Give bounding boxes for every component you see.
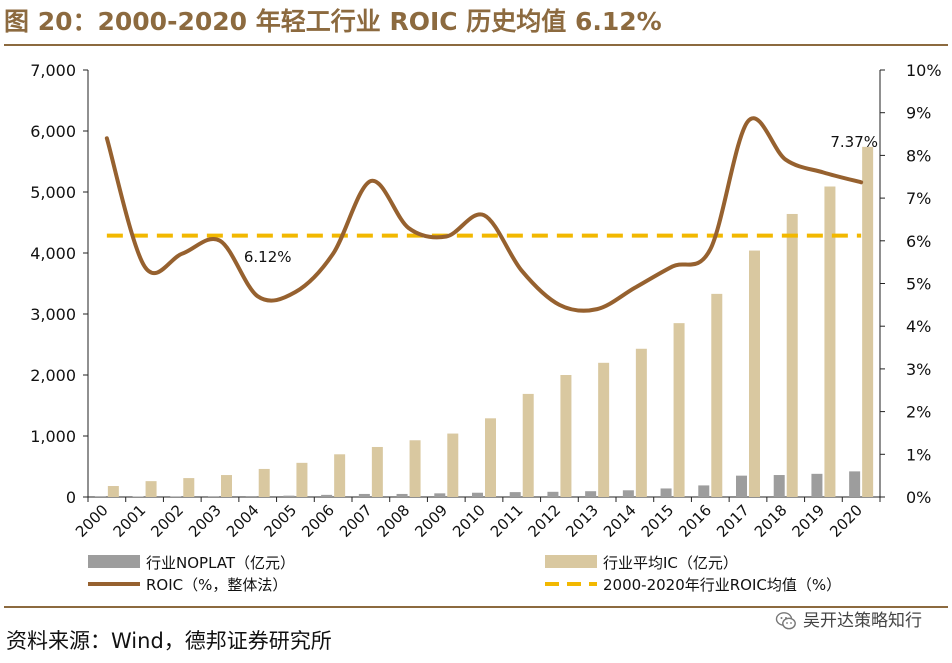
right-tick-label: 0% (906, 488, 931, 507)
noplat-bar (547, 491, 559, 497)
right-tick-label: 8% (906, 146, 931, 165)
x-tick-label: 2008 (374, 501, 414, 541)
right-tick-label: 6% (906, 232, 931, 251)
left-tick-label: 3,000 (30, 305, 76, 324)
ic-bar (107, 486, 119, 497)
source-rule (4, 606, 948, 608)
ic-bar (183, 478, 195, 497)
right-tick-label: 3% (906, 360, 931, 379)
x-tick-label: 2004 (223, 501, 263, 541)
x-tick-label: 2010 (449, 501, 489, 541)
ic-bar (749, 250, 760, 497)
x-tick-label: 2007 (336, 501, 376, 541)
noplat-bar (396, 493, 408, 497)
title-rule (4, 44, 948, 46)
ic-bar (296, 462, 308, 497)
x-tick-label: 2019 (789, 501, 829, 541)
ic-bar (786, 213, 798, 497)
x-tick-label: 2006 (298, 501, 338, 541)
ic-bar (258, 468, 270, 497)
ic-bar (522, 393, 534, 497)
ic-bar (673, 323, 685, 497)
left-tick-label: 7,000 (30, 61, 76, 80)
x-tick-label: 2013 (562, 501, 602, 541)
ic-bar (409, 440, 421, 497)
ic-bar (145, 481, 157, 497)
x-tick-label: 2003 (185, 501, 225, 541)
noplat-bar (849, 471, 861, 497)
legend-label: 行业平均IC（亿元） (603, 554, 738, 572)
left-tick-label: 4,000 (30, 244, 76, 263)
x-tick-label: 2012 (525, 501, 565, 541)
ic-bar (371, 446, 383, 497)
right-tick-label: 4% (906, 317, 931, 336)
legend-label: ROIC（%，整体法） (146, 576, 287, 594)
x-tick-label: 2017 (713, 501, 753, 541)
watermark-text: 吴开达策略知行 (803, 611, 922, 631)
x-tick-label: 2015 (638, 501, 678, 541)
left-tick-label: 5,000 (30, 183, 76, 202)
wechat-icon (775, 612, 796, 630)
x-tick-label: 2000 (72, 501, 112, 541)
x-tick-label: 2018 (751, 501, 791, 541)
noplat-bar (773, 475, 785, 497)
left-tick-label: 1,000 (30, 427, 76, 446)
noplat-bar (736, 475, 747, 497)
source-note: 资料来源：Wind，德邦证券研究所 (6, 629, 332, 653)
noplat-bar (358, 493, 370, 497)
ic-bar (447, 433, 459, 497)
ic-bar (334, 454, 346, 497)
x-tick-label: 2005 (261, 501, 301, 541)
ic-bar (824, 186, 836, 497)
ic-bar (711, 293, 723, 497)
ic-bar (635, 348, 647, 497)
ic-bar (560, 375, 572, 497)
ic-bar (598, 362, 610, 497)
data-label: 7.37% (830, 133, 878, 151)
ic-bar (221, 475, 232, 497)
right-tick-label: 2% (906, 403, 931, 422)
x-tick-label: 2001 (110, 501, 150, 541)
noplat-bar (321, 494, 333, 497)
legend-label: 行业NOPLAT（亿元） (146, 554, 295, 572)
figure-title: 图 20：2000-2020 年轻工行业 ROIC 历史均值 6.12% (4, 7, 662, 36)
legend-label: 2000-2020年行业ROIC均值（%） (603, 576, 841, 594)
roic-line (104, 116, 864, 313)
noplat-bar (811, 473, 823, 497)
right-tick-label: 10% (906, 61, 942, 80)
ic-bar (862, 146, 874, 498)
x-tick-label: 2014 (600, 501, 640, 541)
x-tick-label: 2020 (826, 501, 866, 541)
x-tick-label: 2016 (675, 501, 715, 541)
right-tick-label: 1% (906, 445, 931, 464)
noplat-bar (434, 493, 446, 497)
chart: 0 1,000 2,000 3,000 4,000 5,000 6,000 7,000 0% 1%… (30, 61, 942, 594)
legend-swatch (88, 555, 140, 568)
noplat-bar (585, 491, 597, 497)
noplat-bar (509, 492, 521, 497)
noplat-bar (283, 495, 295, 497)
right-tick-label: 9% (906, 104, 931, 123)
noplat-bar (170, 496, 182, 497)
right-tick-label: 7% (906, 189, 931, 208)
data-label: 6.12% (244, 248, 292, 266)
watermark: 吴开达策略知行 (775, 606, 922, 636)
x-tick-label: 2011 (487, 501, 527, 541)
noplat-bar (245, 496, 257, 497)
left-tick-label: 6,000 (30, 122, 76, 141)
noplat-bar (208, 496, 219, 497)
noplat-bar (660, 488, 672, 497)
ic-bar (485, 418, 496, 497)
noplat-bar (472, 492, 483, 497)
legend-swatch (545, 555, 597, 568)
left-tick-label: 2,000 (30, 366, 76, 385)
noplat-bar (698, 485, 710, 497)
x-tick-label: 2002 (147, 501, 187, 541)
left-tick-label: 0 (66, 488, 76, 507)
noplat-bar (622, 490, 634, 497)
x-tick-label: 2009 (411, 501, 451, 541)
right-tick-label: 5% (906, 275, 931, 294)
